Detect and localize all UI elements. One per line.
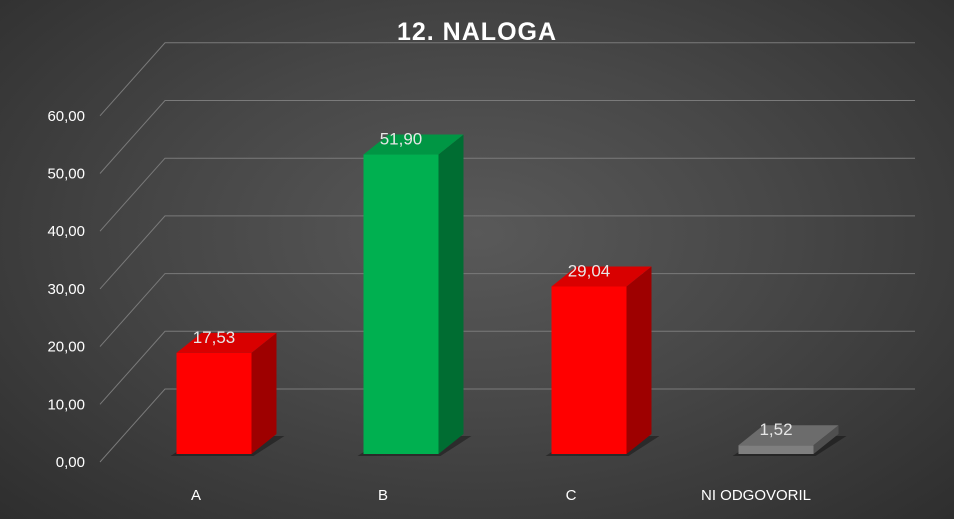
gridline xyxy=(99,388,915,463)
bar-top xyxy=(551,266,652,287)
bar xyxy=(170,332,285,456)
gridline xyxy=(99,273,915,347)
category-label: B xyxy=(378,487,388,504)
data-labels: 17,53 51,90 29,04 1,52 xyxy=(193,130,793,440)
bar xyxy=(545,266,660,456)
data-label: 29,04 xyxy=(568,261,611,280)
data-label: 1,52 xyxy=(759,420,792,439)
gridline xyxy=(99,42,915,117)
bar xyxy=(732,425,847,456)
bars xyxy=(170,134,847,456)
y-tick-label: 40,00 xyxy=(47,223,85,240)
bar xyxy=(357,134,472,456)
bar-side xyxy=(626,266,652,454)
y-tick-label: 50,00 xyxy=(47,166,85,183)
category-label: C xyxy=(566,487,577,504)
category-label: NI ODGOVORIL xyxy=(701,487,811,504)
category-label: A xyxy=(191,487,201,504)
y-tick-label: 60,00 xyxy=(47,108,85,125)
bar-front xyxy=(551,286,627,454)
bar-top xyxy=(738,425,839,446)
bar-front xyxy=(738,445,814,454)
y-tick-label: 20,00 xyxy=(47,339,85,356)
chart-title: 12. NALOGA xyxy=(397,18,557,46)
y-tick-label: 10,00 xyxy=(47,396,85,413)
bar-top xyxy=(176,332,277,353)
bar-top xyxy=(363,134,464,155)
bar-front xyxy=(363,154,439,455)
data-label: 51,90 xyxy=(380,130,423,149)
gridline xyxy=(99,330,915,405)
gridline xyxy=(99,215,915,290)
y-tick-label: 0,00 xyxy=(56,454,85,471)
y-tick-label: 30,00 xyxy=(47,281,85,298)
bar-side xyxy=(813,425,839,454)
bar-side xyxy=(251,332,277,454)
gridline xyxy=(99,100,915,174)
bar-side xyxy=(438,134,464,455)
bar-front xyxy=(176,352,252,454)
data-label: 17,53 xyxy=(193,328,236,347)
y-axis-ticks: 0,00 10,00 20,00 30,00 40,00 50,00 60,00 xyxy=(47,108,85,471)
gridlines xyxy=(99,42,915,463)
gridline xyxy=(99,157,915,232)
x-axis-categories: A B C NI ODGOVORIL xyxy=(191,487,811,504)
